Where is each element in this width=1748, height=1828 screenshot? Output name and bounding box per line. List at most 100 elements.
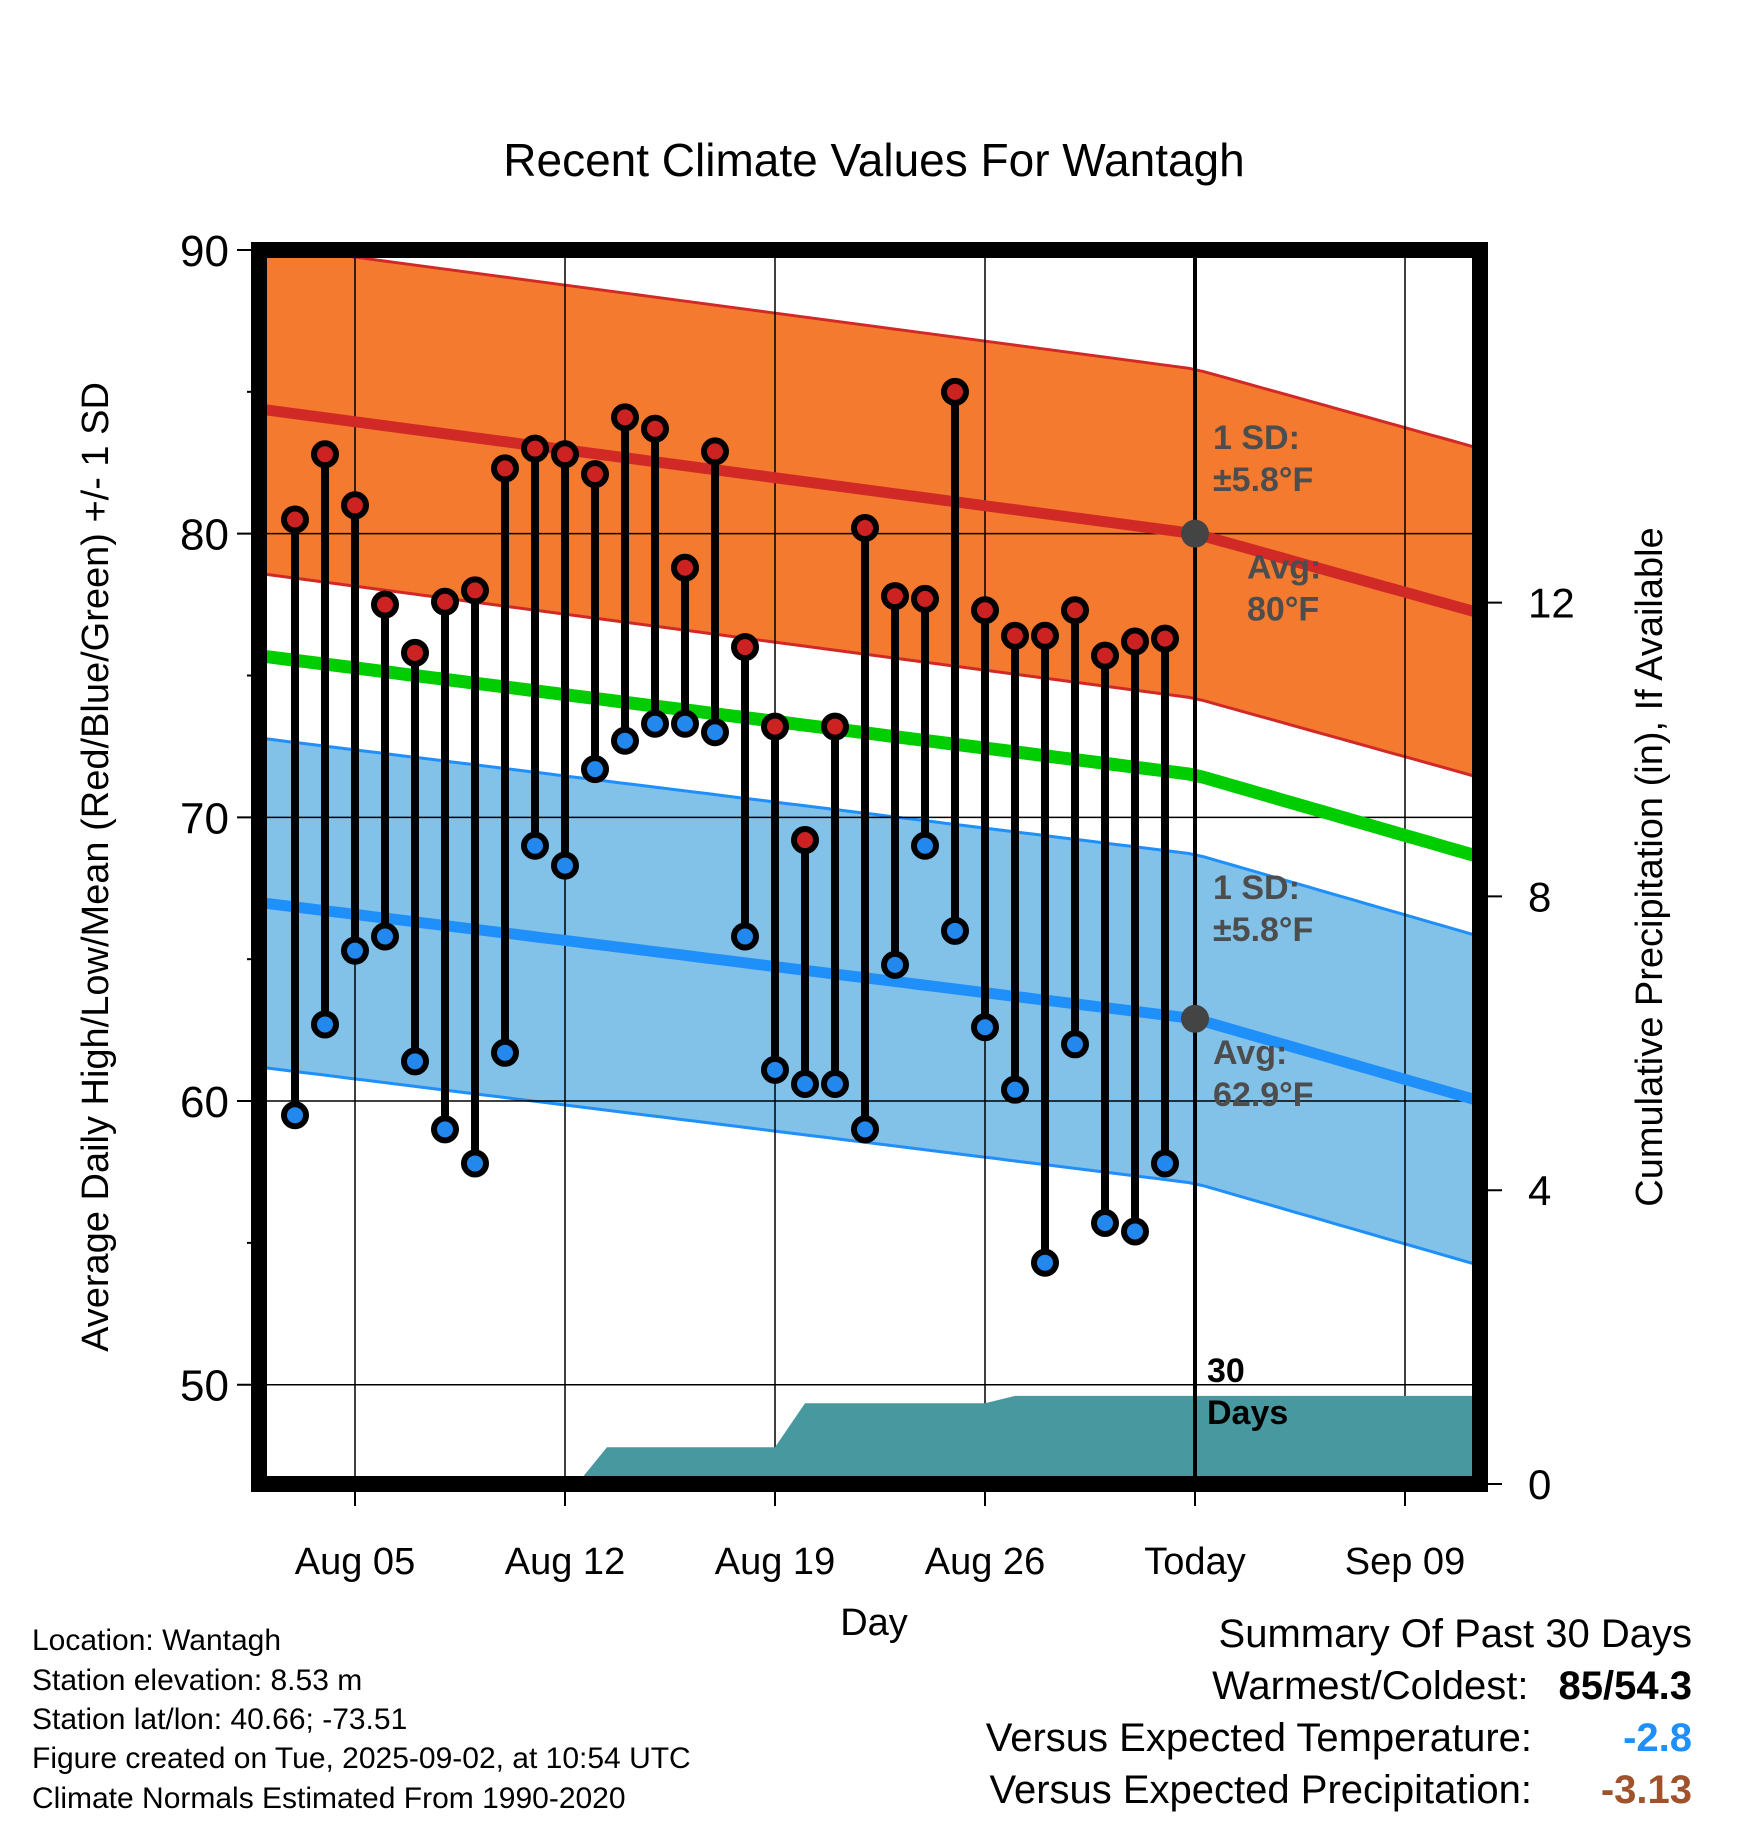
daily-high-point	[1121, 627, 1149, 656]
summary-temp-label: Versus Expected Temperature:	[985, 1716, 1532, 1760]
daily-low-point	[341, 936, 369, 965]
daily-high-point	[341, 491, 369, 520]
summary-precip-label: Versus Expected Precipitation:	[989, 1768, 1532, 1812]
daily-high-point	[281, 505, 309, 534]
daily-high-point	[611, 403, 639, 432]
precip-area	[265, 1395, 1480, 1484]
summary-warmest-label: Warmest/Coldest:	[1212, 1664, 1529, 1708]
daily-low-point	[731, 922, 759, 951]
daily-low-point	[431, 1115, 459, 1144]
daily-low-point	[791, 1070, 819, 1099]
daily-low-point	[1151, 1149, 1179, 1178]
daily-low-point	[971, 1013, 999, 1042]
daily-low-point	[821, 1070, 849, 1099]
daily-low-point	[881, 950, 909, 979]
daily-low-point	[851, 1115, 879, 1144]
high-sd-band-upper-edge	[290, 250, 1475, 449]
plot-area	[259, 250, 1480, 1484]
daily-low-point	[581, 755, 609, 784]
y-tick-label: 90	[180, 227, 229, 276]
daily-low-point	[671, 709, 699, 738]
daily-low-point	[401, 1047, 429, 1076]
daily-high-point	[551, 440, 579, 469]
y-tick-label: 60	[180, 1078, 229, 1127]
daily-high-point	[371, 590, 399, 619]
y-tick-label: 70	[180, 794, 229, 843]
daily-low-point	[1061, 1030, 1089, 1059]
annotations: 1 SD: ±5.8°F Avg: 80°F 1 SD: ±5.8°F Avg: 62.9°F…	[1207, 419, 1321, 1432]
daily-high-point	[761, 712, 789, 741]
axis-ticks: 90 80 70 60 50 12 8 4 0 Aug 05 Aug 12 Aug 19 Aug 26 T…	[180, 227, 1575, 1583]
daily-high-point	[941, 377, 969, 406]
y2-tick-label: 8	[1528, 873, 1551, 920]
summary-precipitation: Versus Expected Precipitation: -3.13	[989, 1768, 1692, 1813]
daily-low-point	[1031, 1248, 1059, 1277]
daily-high-point	[521, 434, 549, 463]
daily-high-point	[1001, 621, 1029, 650]
daily-low-point	[701, 718, 729, 747]
annotation-high-sd-line-0: 1 SD:	[1213, 419, 1300, 457]
summary-precip-value: -3.13	[1600, 1768, 1692, 1812]
info-elevation: Station elevation: 8.53 m	[32, 1664, 363, 1697]
x-tick-label: Aug 26	[925, 1541, 1045, 1583]
daily-high-point	[821, 712, 849, 741]
y2-tick-label: 4	[1528, 1167, 1551, 1214]
y-axis-label: Average Daily High/Low/Mean (Red/Blue/Gr…	[75, 382, 117, 1352]
summary-warmest-high: 85	[1558, 1664, 1604, 1708]
daily-low-point	[641, 709, 669, 738]
info-normals: Climate Normals Estimated From 1990-2020	[32, 1782, 626, 1815]
daily-high-point	[671, 553, 699, 582]
annotation-high-avg-line-1: 80°F	[1247, 591, 1319, 629]
axis-labels: Day Average Daily High/Low/Mean (Red/Blu…	[75, 382, 1671, 1644]
daily-high-point	[701, 437, 729, 466]
y-tick-label: 50	[180, 1362, 229, 1411]
summary-title: Summary Of Past 30 Days	[1218, 1612, 1692, 1656]
annotation-period-line-1: Days	[1207, 1394, 1288, 1432]
daily-low-point	[461, 1149, 489, 1178]
annotation-period-line-0: 30	[1207, 1352, 1245, 1390]
precipitation-area	[265, 1395, 1480, 1484]
y2-axis-label: Cumulative Precipitation (in), If Availa…	[1629, 527, 1671, 1206]
x-tick-label: Aug 05	[295, 1541, 415, 1583]
info-location: Location: Wantagh	[32, 1624, 282, 1657]
y2-tick-label: 12	[1528, 580, 1575, 627]
annotation-low-sd-line-0: 1 SD:	[1213, 869, 1300, 907]
daily-high-point	[881, 582, 909, 611]
daily-high-point	[851, 514, 879, 543]
daily-high-point	[491, 454, 519, 483]
daily-high-point	[461, 576, 489, 605]
daily-high-point	[1151, 624, 1179, 653]
daily-low-point	[1001, 1075, 1029, 1104]
daily-high-point	[911, 584, 939, 613]
summary-temperature: Versus Expected Temperature: -2.8	[986, 1716, 1692, 1761]
high-average-line	[259, 403, 1476, 617]
y-tick-label: 80	[180, 511, 229, 560]
daily-low-point	[551, 851, 579, 880]
today-low-avg-point	[1181, 1004, 1209, 1033]
daily-high-point	[731, 633, 759, 662]
annotation-low-sd-line-1: ±5.8°F	[1213, 911, 1313, 949]
annotation-low-avg-line-1: 62.9°F	[1213, 1076, 1314, 1114]
info-created: Figure created on Tue, 2025-09-02, at 10…	[32, 1742, 691, 1775]
daily-low-point	[1121, 1217, 1149, 1246]
daily-low-point	[611, 726, 639, 755]
y2-tick-label: 0	[1528, 1461, 1551, 1508]
daily-low-point	[1091, 1209, 1119, 1238]
x-tick-label: Aug 19	[715, 1541, 835, 1583]
daily-high-point	[581, 460, 609, 489]
x-tick-label: Today	[1144, 1541, 1245, 1583]
daily-low-point	[371, 922, 399, 951]
annotation-high-sd-line-1: ±5.8°F	[1213, 461, 1313, 499]
daily-high-point	[1061, 596, 1089, 625]
annotation-high-avg-line-0: Avg:	[1247, 549, 1321, 587]
summary-warmest-value: 85/54.3	[1559, 1664, 1692, 1709]
annotation-low-avg-line-0: Avg:	[1213, 1034, 1287, 1072]
daily-low-point	[941, 916, 969, 945]
today-line	[1181, 250, 1209, 1484]
daily-high-point	[971, 596, 999, 625]
daily-low-point	[491, 1038, 519, 1067]
daily-low-point	[281, 1101, 309, 1130]
summary-warmest: Warmest/Coldest: 85/54.3	[1212, 1664, 1692, 1709]
summary-warmest-sep: /	[1603, 1664, 1615, 1708]
daily-low-point	[311, 1010, 339, 1039]
